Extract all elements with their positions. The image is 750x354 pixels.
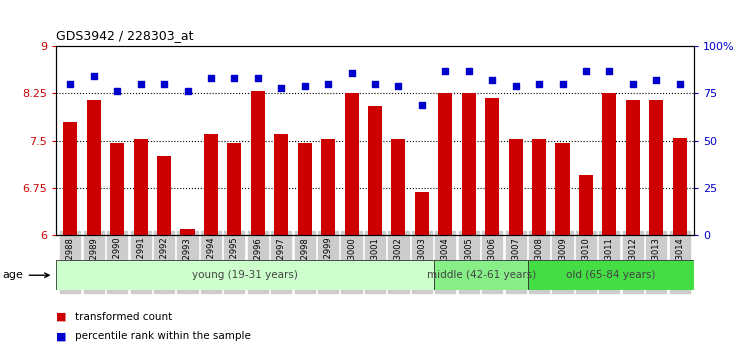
Text: ■: ■	[56, 312, 67, 322]
Bar	[274, 135, 288, 354]
Point	[158, 81, 170, 87]
Bar	[602, 93, 616, 354]
Point	[556, 81, 568, 87]
Point	[463, 68, 475, 74]
Point	[322, 81, 334, 87]
Bar	[344, 93, 358, 354]
Bar	[532, 139, 546, 354]
Point	[346, 70, 358, 75]
Point	[580, 68, 592, 74]
Point	[252, 75, 264, 81]
Point	[64, 81, 76, 87]
Text: middle (42-61 years): middle (42-61 years)	[427, 270, 536, 280]
Text: young (19-31 years): young (19-31 years)	[192, 270, 298, 280]
Bar	[251, 91, 265, 354]
Point	[88, 74, 100, 79]
Text: percentile rank within the sample: percentile rank within the sample	[75, 331, 250, 341]
Point	[275, 85, 287, 91]
Text: transformed count: transformed count	[75, 312, 172, 322]
Bar	[392, 139, 406, 354]
Point	[205, 75, 217, 81]
Bar	[298, 143, 312, 354]
Text: ■: ■	[56, 331, 67, 341]
Point	[510, 83, 522, 88]
Bar	[438, 93, 452, 354]
Bar	[110, 143, 125, 354]
Point	[298, 83, 310, 88]
Point	[650, 77, 662, 83]
Point	[627, 81, 639, 87]
Point	[440, 68, 452, 74]
Bar	[63, 122, 77, 354]
Point	[416, 102, 428, 108]
Bar	[321, 139, 335, 354]
Bar	[87, 100, 100, 354]
Point	[111, 88, 123, 94]
Bar	[204, 135, 218, 354]
Text: age: age	[3, 270, 49, 280]
Point	[228, 75, 240, 81]
Bar	[529, 260, 694, 290]
Point	[603, 68, 615, 74]
Point	[135, 81, 147, 87]
Bar	[626, 100, 640, 354]
Bar	[509, 139, 523, 354]
Point	[369, 81, 381, 87]
Bar	[157, 156, 171, 354]
Point	[392, 83, 404, 88]
Bar	[227, 143, 242, 354]
Bar	[673, 138, 687, 354]
Bar	[462, 93, 476, 354]
Bar	[485, 98, 500, 354]
Text: GDS3942 / 228303_at: GDS3942 / 228303_at	[56, 29, 194, 42]
Bar	[134, 139, 148, 354]
Point	[182, 88, 194, 94]
Bar	[56, 260, 434, 290]
Bar	[556, 143, 569, 354]
Bar	[579, 176, 593, 354]
Text: old (65-84 years): old (65-84 years)	[566, 270, 656, 280]
Point	[486, 77, 498, 83]
Point	[533, 81, 545, 87]
Bar	[181, 229, 194, 354]
Bar	[368, 106, 382, 354]
Point	[674, 81, 686, 87]
Bar	[415, 193, 429, 354]
Bar	[434, 260, 529, 290]
Bar	[650, 100, 663, 354]
